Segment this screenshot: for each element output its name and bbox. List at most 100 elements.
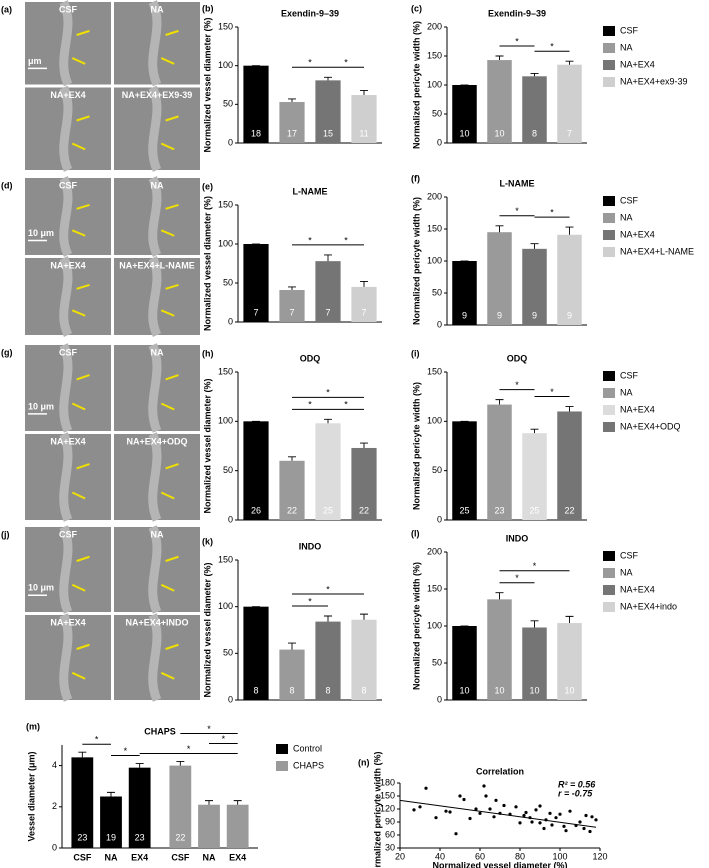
point — [534, 808, 538, 812]
y-tick-label: 50 — [223, 648, 233, 658]
legend-swatch — [603, 77, 615, 87]
significance-label: * — [533, 561, 537, 571]
y-tick-label: 0 — [228, 514, 233, 524]
x-tick-label: CSF — [73, 852, 92, 862]
bar — [452, 85, 477, 143]
error-bar — [233, 800, 242, 805]
bar — [169, 765, 192, 848]
point — [502, 803, 506, 808]
chart-title: L-NAME — [293, 186, 328, 196]
chart-title: CHAPS — [144, 726, 176, 736]
bar — [100, 796, 122, 848]
y-tick-label: 100 — [427, 79, 442, 89]
scale-bar-label: 10 μm — [28, 228, 54, 238]
legend-swatch — [603, 230, 615, 240]
x-axis-label: Normalized vessel diameter (%) — [432, 860, 567, 868]
point — [524, 810, 528, 815]
y-tick-label: 0 — [437, 514, 442, 524]
arrow — [160, 142, 175, 151]
legend-swatch — [603, 371, 615, 381]
n-label: 7 — [361, 307, 366, 317]
bar — [243, 65, 269, 143]
error-bar — [288, 286, 296, 291]
bar — [315, 621, 341, 700]
y-tick-label: 0 — [228, 316, 233, 326]
n-label: 17 — [287, 128, 297, 138]
y-tick-label: 30 — [385, 842, 395, 852]
legend-swatch — [603, 422, 615, 432]
legend-label: NA+EX4+ODQ — [620, 421, 681, 431]
arrow — [165, 643, 179, 650]
arrow — [71, 671, 86, 680]
point — [454, 832, 458, 836]
bar — [351, 619, 377, 700]
legend-swatch — [603, 213, 615, 223]
y-tick-label: 100 — [218, 601, 233, 611]
point — [448, 810, 452, 814]
error-bar — [495, 55, 504, 61]
arrow — [160, 229, 175, 237]
panel-letter: (h) — [202, 348, 214, 358]
point — [548, 811, 552, 815]
y-tick-label: 100 — [427, 416, 442, 426]
y-tick-label: 150 — [427, 223, 442, 233]
panel-letter: (n) — [358, 757, 370, 767]
point — [424, 786, 428, 790]
y-tick-label: 150 — [380, 790, 395, 800]
bar — [279, 460, 305, 520]
bar — [522, 76, 547, 143]
y-axis-label: Vessel diameter (μm) — [26, 751, 36, 841]
vessel — [59, 0, 73, 87]
y-axis-label: Normalized vessel diameter (%) — [202, 196, 212, 331]
y-axis-label: Normalized vessel diameter (%) — [202, 17, 212, 152]
significance-label: * — [124, 746, 128, 756]
y-tick-label: 180 — [380, 777, 395, 787]
vessel — [148, 0, 162, 87]
y-tick-label: 120 — [380, 803, 395, 813]
y-axis-label: Normalized vessel diameter (%) — [202, 378, 212, 513]
micrograph-label: NA+EX4 — [50, 90, 85, 100]
point — [474, 807, 478, 811]
arrow — [76, 29, 90, 36]
bar — [522, 627, 547, 700]
point — [538, 821, 542, 825]
vessel — [59, 85, 73, 172]
point — [554, 816, 558, 820]
micrograph-label: NA+EX4 — [50, 436, 85, 446]
bar — [128, 767, 151, 848]
legend-label: CSF — [620, 25, 639, 35]
n-label: 10 — [564, 685, 574, 695]
y-tick-label: 150 — [427, 583, 442, 593]
arrow — [71, 229, 86, 237]
micrograph-label: NA+EX4+ODQ — [126, 436, 187, 446]
error-bar — [530, 243, 539, 249]
micrograph-label: NA+EX4+L-NAME — [119, 260, 195, 270]
error-bar — [495, 592, 504, 600]
significance-label: * — [550, 207, 554, 217]
micrograph-label: NA — [151, 347, 164, 357]
n-label: 7 — [289, 307, 294, 317]
point — [578, 820, 582, 824]
bar — [226, 804, 249, 848]
micrograph-label: CSF — [59, 529, 78, 539]
significance-label: * — [308, 400, 312, 410]
y-tick-label: 4 — [52, 760, 57, 770]
point — [590, 815, 594, 819]
error-bar — [565, 615, 574, 624]
arrow — [76, 283, 90, 290]
y-tick-label: 50 — [432, 108, 442, 118]
y-tick-label: 50 — [223, 465, 233, 475]
bar — [243, 421, 269, 520]
n-label: 11 — [359, 128, 368, 138]
legend-swatch — [603, 602, 615, 612]
y-tick-label: 50 — [432, 465, 442, 475]
significance-label: * — [515, 573, 519, 583]
point — [494, 798, 498, 802]
bar — [351, 286, 377, 322]
annotation: r = -0.75 — [558, 788, 593, 798]
error-bar — [530, 72, 539, 77]
y-tick-label: 200 — [427, 546, 442, 556]
n-label: 22 — [564, 505, 574, 515]
y-axis-label: Normalized pericyte width (%) — [411, 382, 421, 510]
